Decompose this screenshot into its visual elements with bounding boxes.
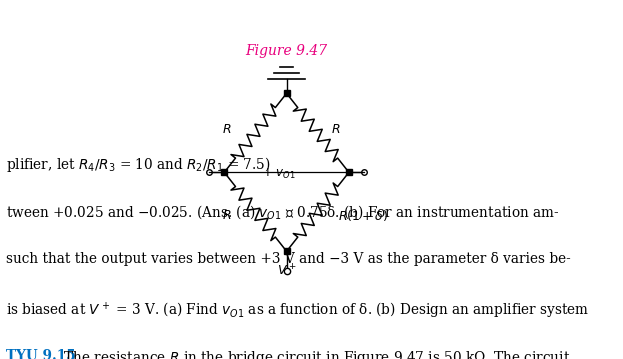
Text: TYU 9.15: TYU 9.15: [6, 349, 76, 359]
Text: plifier, let $R_4/R_3$ = 10 and $R_2/R_1$ = 7.5): plifier, let $R_4/R_3$ = 10 and $R_2/R_1…: [6, 155, 271, 174]
Text: $R$: $R$: [331, 123, 341, 136]
Text: Figure 9.47: Figure 9.47: [245, 44, 328, 58]
Text: such that the output varies between +3 V and −3 V as the parameter δ varies be-: such that the output varies between +3 V…: [6, 252, 571, 266]
Text: is biased at $V^+$ = 3 V. (a) Find $v_{O1}$ as a function of δ. (b) Design an am: is biased at $V^+$ = 3 V. (a) Find $v_{O…: [6, 300, 589, 321]
Text: $R$: $R$: [222, 123, 232, 136]
Text: $V^+$: $V^+$: [277, 263, 297, 278]
Text: $R$: $R$: [222, 209, 232, 222]
Text: $+\ v_{O1}\ -$: $+\ v_{O1}\ -$: [262, 167, 312, 181]
Text: $R(1+\delta)$: $R(1+\delta)$: [338, 208, 388, 223]
Text: tween +0.025 and −0.025. (Ans. (a) $v_{O1}$ ≅ 0.75δ. (b) For an instrumentation : tween +0.025 and −0.025. (Ans. (a) $v_{O…: [6, 204, 559, 222]
Text: The resistance $R$ in the bridge circuit in Figure 9.47 is 50 kΩ. The circuit: The resistance $R$ in the bridge circuit…: [55, 349, 570, 359]
